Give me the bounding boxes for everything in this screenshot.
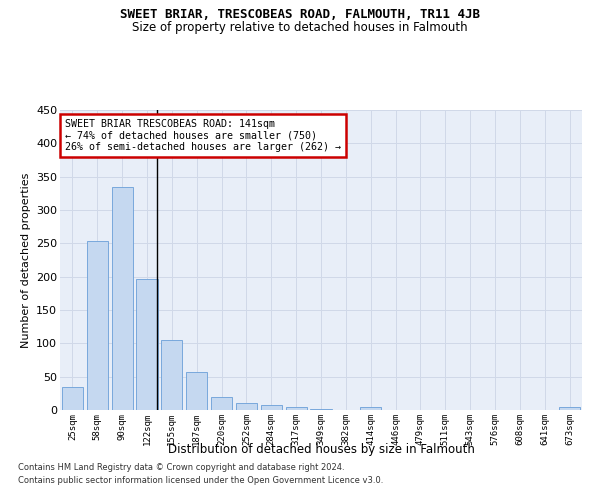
Bar: [236, 402, 257, 410]
Bar: [186, 372, 207, 410]
Bar: [261, 406, 282, 410]
Bar: [62, 386, 83, 410]
Bar: [286, 406, 307, 410]
Text: Size of property relative to detached houses in Falmouth: Size of property relative to detached ho…: [132, 21, 468, 34]
Bar: [211, 398, 232, 410]
Text: SWEET BRIAR, TRESCOBEAS ROAD, FALMOUTH, TR11 4JB: SWEET BRIAR, TRESCOBEAS ROAD, FALMOUTH, …: [120, 8, 480, 20]
Bar: [136, 278, 158, 410]
Bar: [161, 340, 182, 410]
Text: Distribution of detached houses by size in Falmouth: Distribution of detached houses by size …: [167, 442, 475, 456]
Text: SWEET BRIAR TRESCOBEAS ROAD: 141sqm
← 74% of detached houses are smaller (750)
2: SWEET BRIAR TRESCOBEAS ROAD: 141sqm ← 74…: [65, 119, 341, 152]
Bar: [310, 408, 332, 410]
Y-axis label: Number of detached properties: Number of detached properties: [20, 172, 31, 348]
Bar: [360, 406, 381, 410]
Text: Contains public sector information licensed under the Open Government Licence v3: Contains public sector information licen…: [18, 476, 383, 485]
Bar: [559, 408, 580, 410]
Text: Contains HM Land Registry data © Crown copyright and database right 2024.: Contains HM Land Registry data © Crown c…: [18, 464, 344, 472]
Bar: [87, 240, 108, 410]
Bar: [112, 186, 133, 410]
